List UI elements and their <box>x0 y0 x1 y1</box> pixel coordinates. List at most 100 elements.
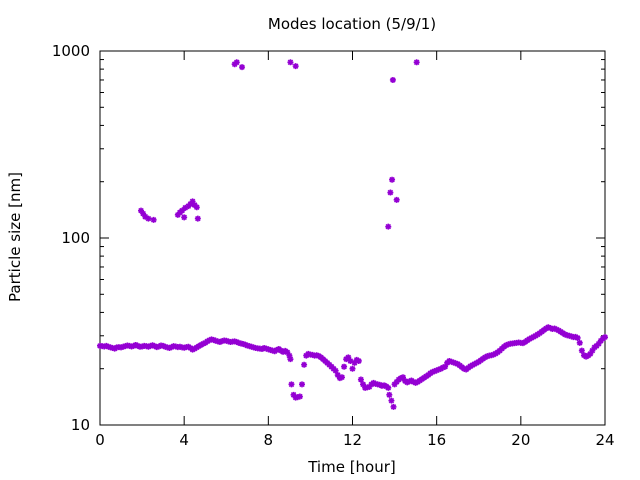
data-point <box>174 211 181 218</box>
data-point <box>385 384 392 391</box>
data-point <box>400 374 406 381</box>
data-point <box>574 334 581 341</box>
data-point <box>576 339 583 346</box>
data-point <box>168 344 175 351</box>
data-point <box>357 376 364 383</box>
x-tick-label: 20 <box>511 431 530 449</box>
data-point <box>103 342 110 349</box>
x-tick-label: 0 <box>95 431 105 449</box>
data-point <box>589 347 596 354</box>
data-point <box>286 352 293 359</box>
data-point <box>145 343 152 350</box>
data-point <box>412 379 419 386</box>
data-point <box>193 204 200 211</box>
data-point <box>433 367 440 374</box>
data-point <box>568 333 575 340</box>
data-point <box>287 356 294 363</box>
data-point <box>389 176 396 183</box>
x-tick-label: 8 <box>264 431 274 449</box>
data-point <box>390 403 397 410</box>
data-point <box>366 383 373 390</box>
data-point <box>413 59 420 66</box>
data-point <box>273 346 280 353</box>
data-point <box>393 196 400 203</box>
data-point <box>182 204 189 211</box>
data-point <box>336 375 343 382</box>
data-point <box>602 334 608 341</box>
data-point <box>151 343 158 350</box>
data-point <box>134 342 141 349</box>
axis-ticks <box>99 50 606 426</box>
x-tick-label: 12 <box>343 431 362 449</box>
data-point <box>194 215 201 222</box>
data-point <box>351 359 358 366</box>
data-point <box>338 374 345 381</box>
data-point <box>349 365 356 372</box>
data-point <box>296 393 303 400</box>
data-point <box>287 59 294 66</box>
data-point <box>355 357 362 364</box>
data-point <box>290 391 297 398</box>
data-point <box>299 381 305 388</box>
data-point <box>155 343 162 350</box>
data-point <box>179 207 186 214</box>
x-tick-label: 24 <box>595 431 614 449</box>
data-point <box>442 363 449 370</box>
data-point <box>130 342 137 349</box>
data-point <box>389 76 396 83</box>
data-point <box>132 341 139 348</box>
data-point <box>288 381 295 388</box>
data-point <box>284 349 291 356</box>
data-point <box>292 63 299 70</box>
data-point <box>410 378 417 385</box>
data-point <box>145 215 152 222</box>
data-point <box>397 375 404 382</box>
data-point <box>386 391 393 398</box>
data-point <box>595 340 602 347</box>
data-point <box>404 379 411 386</box>
data-point <box>138 207 145 214</box>
data-point <box>160 342 167 349</box>
data-point <box>406 378 413 385</box>
data-point <box>233 338 240 345</box>
data-point <box>187 201 194 207</box>
data-point <box>259 345 266 352</box>
chart-title: Modes location (5/9/1) <box>268 15 436 33</box>
data-point <box>393 378 400 385</box>
data-point <box>578 347 585 354</box>
data-point <box>370 379 377 386</box>
data-point <box>216 338 223 345</box>
data-point <box>149 342 156 349</box>
data-point <box>142 213 149 220</box>
data-point <box>360 381 367 388</box>
data-point <box>301 361 308 368</box>
x-axis-label: Time [hour] <box>307 458 396 476</box>
data-point <box>332 367 339 374</box>
data-point <box>242 341 249 348</box>
data-point <box>391 381 398 388</box>
data-point <box>206 337 213 344</box>
data-point <box>140 210 147 217</box>
data-point <box>461 365 468 372</box>
y-tick-label: 100 <box>61 229 90 247</box>
data-point <box>166 345 173 352</box>
data-points <box>97 59 608 410</box>
y-tick-label: 1000 <box>52 42 90 60</box>
y-axis-label: Particle size [nm] <box>6 172 24 302</box>
data-point <box>435 366 442 373</box>
data-point <box>387 189 394 196</box>
x-tick-labels: 0 4 8 12 16 20 24 <box>95 431 614 449</box>
data-point <box>587 350 594 357</box>
data-point <box>150 216 157 223</box>
data-point <box>239 64 246 71</box>
y-tick-labels: 10 100 1000 <box>52 42 90 434</box>
data-point <box>210 336 217 343</box>
data-point <box>200 340 207 347</box>
data-point <box>334 372 341 379</box>
data-point <box>385 223 392 230</box>
data-point <box>388 397 395 404</box>
data-point <box>341 363 348 370</box>
data-point <box>181 214 188 221</box>
data-point <box>431 368 438 375</box>
